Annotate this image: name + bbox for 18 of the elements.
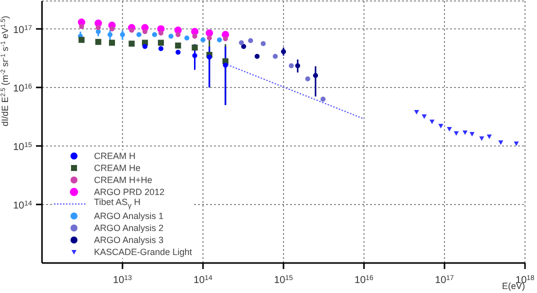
y-tick-label: 10$^{17}$ bbox=[13, 24, 32, 36]
y-tick-label: 10$^{14}$ bbox=[13, 200, 32, 212]
legend-label: KASCADE-Grande Light bbox=[94, 247, 192, 257]
x-tick-label: 10$^{17}$ bbox=[435, 274, 454, 286]
legend-label: ARGO Analysis 3 bbox=[94, 235, 164, 245]
x-tick-label: 10$^{13}$ bbox=[113, 274, 132, 286]
x-tick-label: 10$^{16}$ bbox=[354, 274, 374, 286]
legend-label: ARGO Analysis 2 bbox=[94, 223, 164, 233]
y-tick-label: 10$^{16}$ bbox=[13, 82, 32, 94]
legend-label: ARGO PRD 2012 bbox=[94, 187, 165, 197]
legend-label: CREAM H+He bbox=[94, 175, 152, 185]
legend-label: CREAM He bbox=[94, 163, 141, 173]
legend-label: Tibet AS$_{γ}$ H bbox=[94, 197, 140, 210]
x-tick-label: 10$^{15}$ bbox=[274, 274, 294, 286]
legend-label: CREAM H bbox=[94, 151, 136, 161]
y-tick-label: 10$^{15}$ bbox=[13, 141, 32, 153]
legend-label: ARGO Analysis 1 bbox=[94, 211, 164, 221]
x-tick-label: 10$^{14}$ bbox=[194, 274, 213, 286]
